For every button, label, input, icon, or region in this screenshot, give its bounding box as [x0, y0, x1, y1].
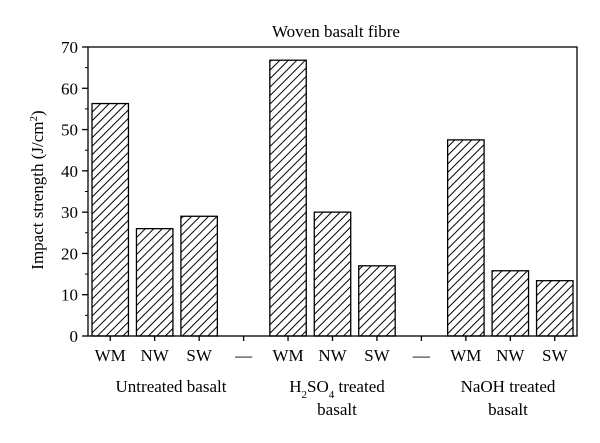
bar-0 — [91, 102, 130, 337]
y-tick-label: 30 — [61, 203, 78, 222]
x-tick-label: SW — [186, 346, 212, 365]
y-ticks-layer: 0 10 20 30 40 50 60 70 — [61, 38, 88, 346]
y-axis-label-sup: 2 — [28, 116, 40, 122]
x-tick-label: WM — [95, 346, 126, 365]
bars-layer — [91, 59, 574, 337]
y-tick-label: 10 — [61, 286, 78, 305]
group-label-h2so4-treated: treated — [334, 377, 385, 396]
bar-1 — [135, 228, 174, 337]
group-label-h2so4-so: SO — [307, 377, 329, 396]
x-ticks-layer: WM NW SW — WM NW SW — WM NW SW — [95, 336, 568, 365]
group-label-h2so4-h: H — [289, 377, 301, 396]
bar-8 — [446, 139, 485, 337]
x-tick-label: SW — [542, 346, 568, 365]
y-tick-label: 20 — [61, 244, 78, 263]
y-tick-label: 50 — [61, 121, 78, 140]
chart-title: Woven basalt fibre — [272, 22, 400, 41]
group-label-untreated: Untreated basalt — [116, 377, 227, 396]
x-tick-label: WM — [450, 346, 481, 365]
bar-6 — [358, 265, 396, 337]
x-tick-label: NW — [496, 346, 525, 365]
y-axis-label: Impact strength (J/cm2) — [28, 110, 47, 269]
bar-10 — [535, 280, 574, 337]
bar-4 — [269, 59, 307, 337]
x-tick-label: WM — [272, 346, 303, 365]
y-axis-label-tail: ) — [28, 110, 47, 116]
plot-frame — [87, 46, 578, 337]
group-label-h2so4: H2SO4 treated — [289, 377, 385, 401]
bar-9 — [491, 270, 530, 337]
x-tick-label: NW — [318, 346, 347, 365]
group-label-naoh: NaOH treated — [461, 377, 556, 396]
y-tick-label: 0 — [70, 327, 79, 346]
y-tick-label: 70 — [61, 38, 78, 57]
group-label-h2so4-line2: basalt — [317, 400, 357, 419]
group-label-h2so4-sub4: 4 — [329, 389, 335, 401]
bar-5 — [313, 211, 352, 337]
y-tick-label: 40 — [61, 162, 78, 181]
x-tick-label: — — [412, 346, 431, 365]
group-label-naoh-line2: basalt — [488, 400, 528, 419]
y-tick-label: 60 — [61, 79, 78, 98]
x-tick-label: SW — [364, 346, 390, 365]
x-tick-label: NW — [141, 346, 170, 365]
y-axis-label-main: Impact strength (J/cm — [28, 121, 47, 269]
bar-2 — [180, 215, 219, 337]
x-tick-label: — — [234, 346, 253, 365]
group-label-h2so4-sub2: 2 — [302, 389, 308, 401]
